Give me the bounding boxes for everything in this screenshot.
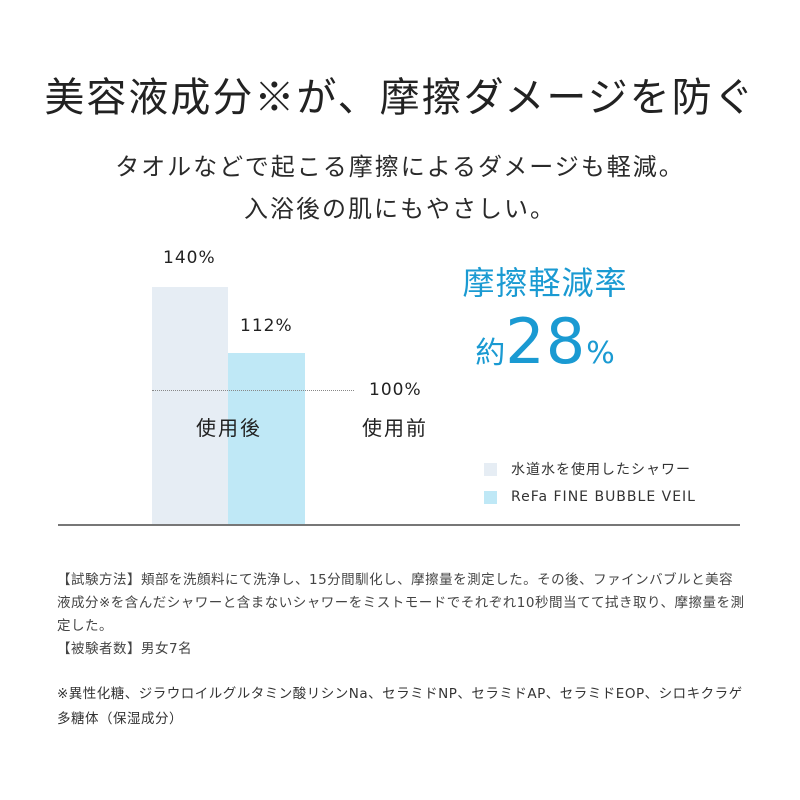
- test-subjects: 【被験者数】男女7名: [57, 641, 193, 657]
- page-title: 美容液成分※が、摩擦ダメージを防ぐ: [44, 75, 756, 121]
- reference-value-label: 100%: [369, 380, 422, 400]
- subtitle: タオルなどで起こる摩擦によるダメージも軽減。 入浴後の肌にもやさしい。: [0, 146, 800, 230]
- test-method: 【試験方法】頬部を洗顔料にて洗浄し、15分間馴化し、摩擦量を測定した。その後、フ…: [57, 572, 745, 634]
- subtitle-line-2: 入浴後の肌にもやさしい。: [244, 195, 556, 223]
- test-method-notes: 【試験方法】頬部を洗顔料にて洗浄し、15分間馴化し、摩擦量を測定した。その後、フ…: [57, 569, 747, 661]
- legend-swatch-tap-water: [484, 462, 497, 476]
- reference-line-100: [152, 390, 354, 391]
- chart-legend: 水道水を使用したシャワー ReFa FINE BUBBLE VEIL: [484, 455, 696, 511]
- legend-label: 水道水を使用したシャワー: [511, 462, 691, 478]
- subtitle-line-1: タオルなどで起こる摩擦によるダメージも軽減。: [115, 153, 685, 181]
- bar-tap-water: [152, 287, 228, 525]
- bar-value-refa: 112%: [240, 316, 293, 336]
- legend-label: ReFa FINE BUBBLE VEIL: [511, 489, 696, 505]
- reduction-number: 28: [505, 305, 587, 378]
- percent-sign: %: [586, 336, 615, 371]
- legend-item-refa: ReFa FINE BUBBLE VEIL: [484, 483, 696, 511]
- chart-baseline: [58, 524, 740, 526]
- ingredient-footnote: ※異性化糖、ジラウロイルグルタミン酸リシンNa、セラミドNP、セラミドAP、セラ…: [57, 686, 743, 727]
- reduction-rate-label: 摩擦軽減率: [462, 264, 628, 302]
- approx-prefix: 約: [475, 336, 506, 371]
- category-label-after: 使用後: [196, 416, 262, 440]
- legend-item-tap-water: 水道水を使用したシャワー: [484, 455, 696, 483]
- reduction-rate-value: 約28%: [430, 305, 660, 378]
- bar-value-tap-water: 140%: [163, 248, 216, 268]
- bar-refa: [228, 353, 305, 525]
- category-label-before: 使用前: [362, 416, 428, 440]
- legend-swatch-refa: [484, 490, 497, 504]
